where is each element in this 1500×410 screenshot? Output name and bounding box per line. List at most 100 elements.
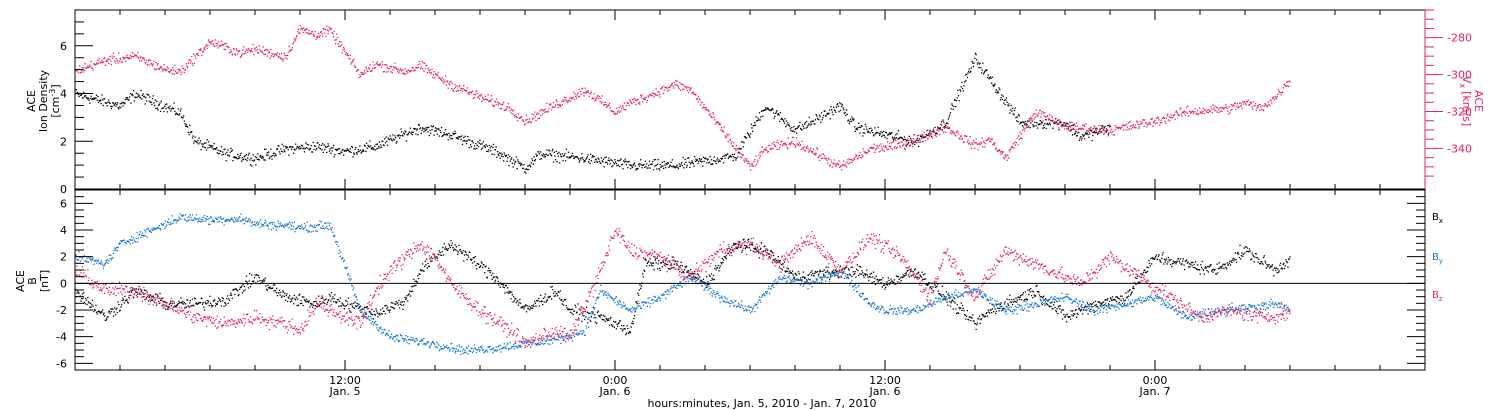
- data-point: [703, 160, 705, 162]
- data-point: [930, 286, 932, 288]
- data-point: [577, 96, 580, 98]
- data-point: [922, 135, 925, 137]
- data-point: [785, 142, 787, 144]
- data-point: [1161, 122, 1163, 124]
- data-point: [970, 147, 972, 149]
- data-point: [1184, 260, 1186, 262]
- data-point: [790, 142, 792, 144]
- data-point: [629, 330, 631, 333]
- data-point: [290, 298, 292, 300]
- data-point: [535, 305, 537, 307]
- data-point: [83, 70, 86, 72]
- data-point: [233, 156, 235, 158]
- data-point: [856, 127, 858, 130]
- data-point: [614, 112, 616, 114]
- data-point: [912, 145, 914, 148]
- data-point: [771, 107, 773, 109]
- data-point: [687, 270, 690, 272]
- data-point: [733, 156, 735, 158]
- data-point: [996, 92, 998, 94]
- data-point: [953, 132, 955, 134]
- data-point: [105, 60, 107, 62]
- data-point: [414, 69, 416, 71]
- data-point: [864, 151, 866, 154]
- data-point: [170, 304, 173, 307]
- data-point: [411, 290, 414, 292]
- data-point: [220, 45, 222, 47]
- data-point: [1130, 292, 1132, 294]
- data-point: [816, 148, 819, 150]
- data-point: [78, 292, 80, 294]
- data-point: [527, 165, 529, 167]
- data-point: [708, 110, 710, 112]
- data-point: [681, 161, 683, 164]
- data-point: [83, 301, 86, 304]
- data-point: [686, 89, 688, 92]
- data-point: [823, 110, 825, 112]
- data-point: [554, 295, 557, 297]
- data-point: [581, 313, 584, 315]
- data-point: [954, 302, 956, 304]
- data-point: [613, 163, 615, 165]
- data-point: [654, 165, 656, 167]
- data-point: [886, 148, 888, 151]
- data-point: [1092, 131, 1095, 134]
- data-point: [779, 146, 781, 148]
- data-point: [905, 146, 908, 148]
- data-point: [241, 285, 243, 287]
- data-point: [1075, 309, 1077, 311]
- data-point: [479, 94, 481, 96]
- data-point: [1185, 260, 1187, 262]
- data-point: [335, 39, 337, 41]
- data-point: [731, 145, 734, 147]
- data-point: [719, 122, 721, 124]
- data-point: [532, 307, 534, 309]
- data-point: [907, 138, 909, 140]
- data-point: [112, 308, 114, 310]
- data-point: [755, 155, 757, 157]
- data-point: [816, 117, 819, 119]
- data-point: [418, 273, 420, 275]
- data-point: [883, 150, 885, 152]
- data-point: [431, 260, 433, 262]
- data-point: [459, 136, 462, 138]
- data-point: [901, 137, 904, 140]
- data-point: [606, 106, 608, 108]
- data-point: [1088, 131, 1091, 134]
- data-point: [1109, 125, 1112, 127]
- data-point: [1107, 303, 1110, 305]
- data-point: [889, 145, 891, 148]
- data-point: [1150, 118, 1152, 120]
- data-point: [438, 77, 441, 79]
- data-point: [661, 161, 663, 163]
- data-point: [784, 270, 786, 272]
- data-point: [640, 285, 642, 287]
- data-point: [833, 106, 835, 108]
- data-point: [260, 156, 262, 158]
- data-point: [454, 244, 456, 246]
- data-point: [387, 71, 389, 73]
- data-point: [419, 63, 421, 65]
- data-point: [990, 77, 992, 79]
- data-point: [887, 277, 889, 279]
- data-point: [896, 146, 898, 148]
- data-point: [567, 156, 569, 158]
- data-point: [1009, 112, 1011, 114]
- data-point: [392, 134, 394, 136]
- data-point: [788, 143, 790, 145]
- data-point: [623, 325, 625, 327]
- data-point: [1090, 130, 1093, 132]
- data-point: [355, 305, 357, 307]
- data-point: [372, 318, 374, 320]
- data-point: [865, 152, 867, 154]
- data-point: [891, 148, 894, 150]
- data-point: [1013, 109, 1016, 112]
- data-point: [137, 293, 139, 295]
- data-point: [430, 256, 432, 258]
- data-point: [207, 45, 209, 47]
- data-point: [716, 267, 719, 269]
- data-point: [540, 294, 542, 296]
- data-point: [903, 139, 905, 141]
- data-point: [94, 309, 96, 311]
- data-point: [943, 121, 945, 123]
